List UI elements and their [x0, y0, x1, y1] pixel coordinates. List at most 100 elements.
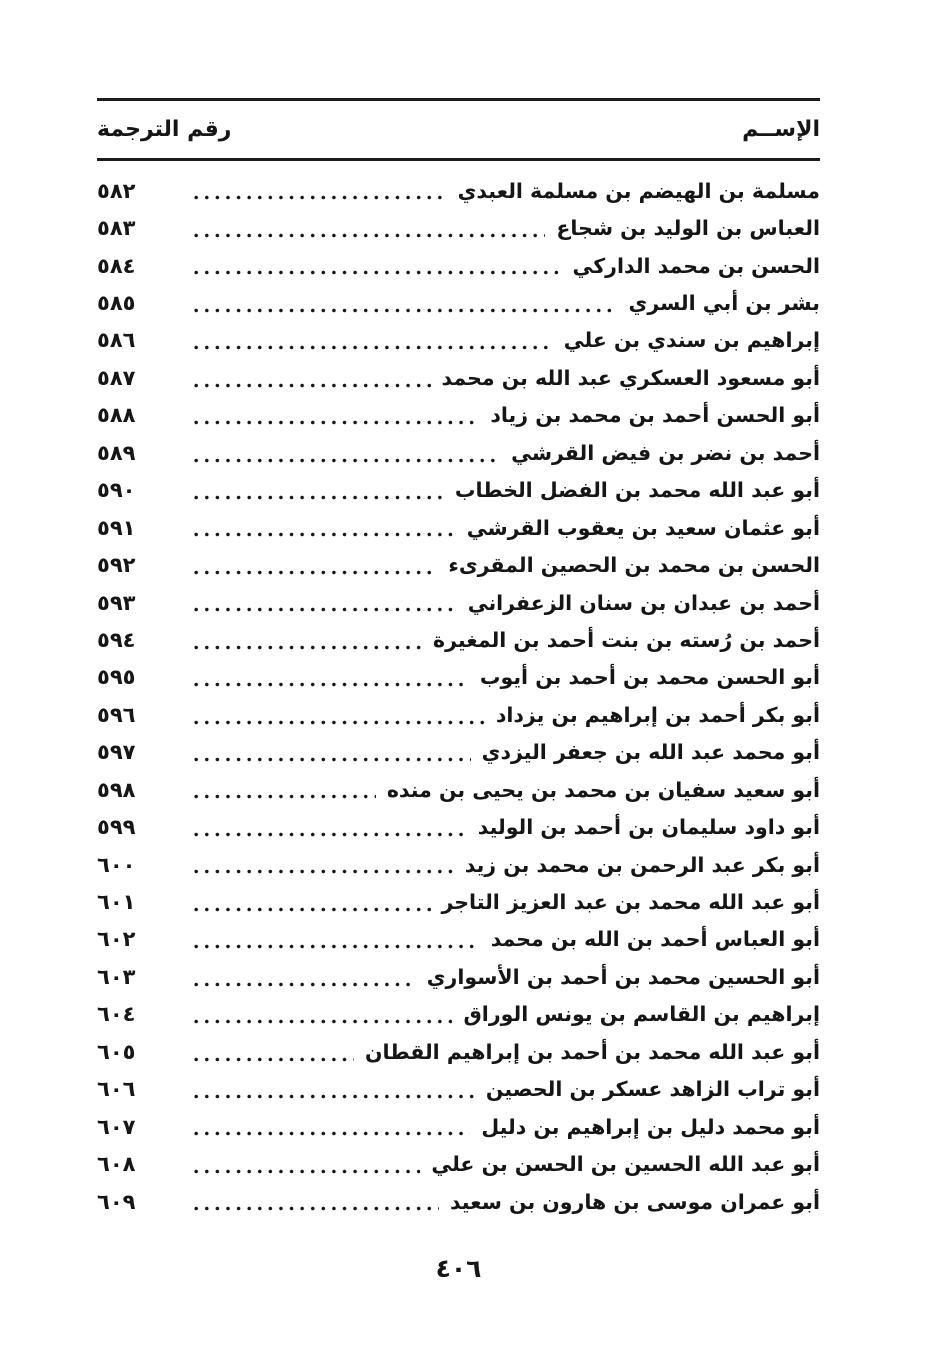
dot-leader	[194, 531, 456, 539]
entry-name: أحمد بن عبدان بن سنان الزعفراني	[467, 590, 820, 615]
entry-number: ٥٩٥	[97, 665, 136, 690]
entry-name: أبو الحسين محمد بن أحمد بن الأسواري	[426, 964, 820, 989]
table-row: أبو عثمان سعيد بن يعقوب القرشي ٥٩١	[97, 509, 820, 546]
table-row: الحسن بن محمد بن الحصين المقرىء ٥٩٢	[97, 546, 820, 583]
entry-number: ٦٠٨	[97, 1152, 136, 1177]
entry-number: ٦٠٤	[97, 1002, 136, 1027]
dot-leader	[194, 793, 376, 801]
entry-number: ٦٠١	[97, 890, 136, 915]
entry-number: ٥٩١	[97, 515, 136, 540]
page-number: ٤٠٦	[435, 1254, 482, 1283]
entry-number: ٥٩٣	[97, 590, 136, 615]
table-row: أبو تراب الزاهد عسكر بن الحصين ٦٠٦	[97, 1071, 820, 1108]
entry-number: ٥٨٩	[97, 440, 136, 465]
entry-name: أبو سعيد سفيان بن محمد بن يحيى بن منده	[386, 777, 820, 802]
entry-number: ٥٨٨	[97, 403, 136, 428]
entry-name: أبو محمد دليل بن إبراهيم بن دليل	[481, 1114, 820, 1139]
entry-name: أحمد بن نضر بن فيض القرشي	[511, 440, 820, 465]
entry-number: ٦٠٣	[97, 964, 136, 989]
entry-number: ٥٩٠	[97, 478, 136, 503]
dot-leader	[194, 756, 471, 763]
table-row: أبو بكر أحمد بن إبراهيم بن يزداد ٥٩٦	[97, 696, 820, 733]
dot-leader	[194, 1055, 355, 1063]
dot-leader	[194, 606, 457, 614]
table-row: أبو الحسن أحمد بن محمد بن زياد ٥٨٨	[97, 397, 820, 434]
table-row: أبو العباس أحمد بن الله بن محمد ٦٠٢	[97, 921, 820, 958]
dot-leader	[194, 194, 447, 202]
table-row: العباس بن الوليد بن شجاع ٥٨٣	[97, 209, 820, 246]
table-row: أحمد بن عبدان بن سنان الزعفراني ٥٩٣	[97, 584, 820, 621]
entry-name: أبو الحسن أحمد بن محمد بن زياد	[490, 403, 820, 428]
table-row: أبو الحسن محمد بن أحمد بن أيوب ٥٩٥	[97, 659, 820, 696]
entry-number: ٦٠٧	[97, 1114, 136, 1139]
entry-name: أبو عثمان سعيد بن يعقوب القرشي	[466, 515, 820, 540]
table-row: أبو عبد الله الحسين بن الحسن بن علي ٦٠٨	[97, 1145, 820, 1182]
entry-number: ٦٠٦	[97, 1077, 136, 1102]
entry-number: ٥٨٥	[97, 291, 136, 316]
dot-leader	[194, 1018, 453, 1026]
index-header: الإســم رقم الترجمة	[97, 101, 820, 158]
entry-number: ٥٨٤	[97, 253, 136, 278]
entry-number: ٦٠٢	[97, 927, 136, 952]
entry-number: ٦٠٩	[97, 1189, 136, 1214]
table-row: أبو عمران موسى بن هارون بن سعيد ٦٠٩	[97, 1183, 820, 1220]
entry-name: أبو العباس أحمد بن الله بن محمد	[490, 927, 820, 952]
entry-name: أحمد بن رُسته بن بنت أحمد بن المغيرة	[433, 627, 820, 652]
table-row: أحمد بن رُسته بن بنت أحمد بن المغيرة ٥٩٤	[97, 621, 820, 658]
entry-name: أبو داود سليمان بن أحمد بن الوليد	[477, 815, 820, 840]
entry-name: العباس بن الوليد بن شجاع	[556, 216, 820, 241]
entry-name: أبو الحسن محمد بن أحمد بن أيوب	[479, 665, 820, 690]
dot-leader	[194, 269, 562, 277]
entry-name: مسلمة بن الهيضم بن مسلمة العبدي	[457, 178, 820, 203]
entry-number: ٥٩٨	[97, 777, 136, 802]
entry-name: أبو عمران موسى بن هارون بن سعيد	[449, 1189, 820, 1214]
entry-number: ٥٩٩	[97, 815, 136, 840]
dot-leader	[194, 344, 553, 352]
table-row: أبو عبد الله محمد بن الفضل الخطاب ٥٩٠	[97, 472, 820, 509]
dot-leader	[194, 1205, 439, 1213]
dot-leader	[194, 1130, 471, 1138]
entry-name: بشر بن أبي السري	[628, 291, 820, 316]
entry-name: إبراهيم بن سندي بن علي	[563, 328, 820, 353]
dot-leader	[194, 493, 444, 501]
table-row: أحمد بن نضر بن فيض القرشي ٥٨٩	[97, 434, 820, 471]
table-row: إبراهيم بن القاسم بن يونس الوراق ٦٠٤	[97, 996, 820, 1033]
entry-number: ٥٨٦	[97, 328, 136, 353]
dot-leader	[194, 643, 423, 651]
entry-name: الحسن بن محمد بن الحصين المقرىء	[448, 553, 820, 578]
entry-number: ٥٨٧	[97, 365, 136, 390]
table-row: أبو عبد الله محمد بن عبد العزيز التاجر ٦…	[97, 883, 820, 920]
index-list: مسلمة بن الهيضم بن مسلمة العبدي ٥٨٢ العب…	[97, 172, 820, 1220]
entry-name: أبو عبد الله محمد بن عبد العزيز التاجر	[441, 890, 821, 915]
dot-leader	[194, 980, 416, 988]
entry-name: أبو محمد عبد الله بن جعفر اليزدي	[481, 740, 820, 765]
table-row: أبو داود سليمان بن أحمد بن الوليد ٥٩٩	[97, 808, 820, 845]
table-row: إبراهيم بن سندي بن علي ٥٨٦	[97, 322, 820, 359]
entry-name: أبو عبد الله محمد بن الفضل الخطاب	[454, 478, 820, 503]
dot-leader	[194, 943, 480, 951]
table-row: الحسن بن محمد الداركي ٥٨٤	[97, 247, 820, 284]
table-row: مسلمة بن الهيضم بن مسلمة العبدي ٥٨٢	[97, 172, 820, 209]
dot-leader	[194, 1092, 475, 1100]
dot-leader	[194, 306, 618, 314]
table-row: أبو مسعود العسكري عبد الله بن محمد ٥٨٧	[97, 359, 820, 396]
entry-name: أبو بكر أحمد بن إبراهيم بن يزداد	[495, 702, 820, 727]
entry-number: ٦٠٠	[97, 852, 136, 877]
table-row: أبو سعيد سفيان بن محمد بن يحيى بن منده ٥…	[97, 771, 820, 808]
dot-leader	[194, 568, 438, 576]
number-column-header: رقم الترجمة	[97, 117, 232, 142]
table-row: أبو محمد دليل بن إبراهيم بن دليل ٦٠٧	[97, 1108, 820, 1145]
entry-number: ٥٩٢	[97, 553, 136, 578]
entry-name: أبو بكر عبد الرحمن بن محمد بن زيد	[464, 852, 820, 877]
entry-number: ٥٨٣	[97, 216, 136, 241]
dot-leader	[194, 830, 467, 838]
table-row: أبو الحسين محمد بن أحمد بن الأسواري ٦٠٣	[97, 958, 820, 995]
header-top-rule	[97, 98, 820, 101]
entry-number: ٥٩٧	[97, 740, 136, 765]
entry-number: ٦٠٥	[97, 1039, 136, 1064]
table-row: أبو محمد عبد الله بن جعفر اليزدي ٥٩٧	[97, 734, 820, 771]
entry-number: ٥٨٢	[97, 178, 136, 203]
name-column-header: الإســم	[742, 117, 820, 142]
header-bottom-rule	[97, 158, 820, 161]
